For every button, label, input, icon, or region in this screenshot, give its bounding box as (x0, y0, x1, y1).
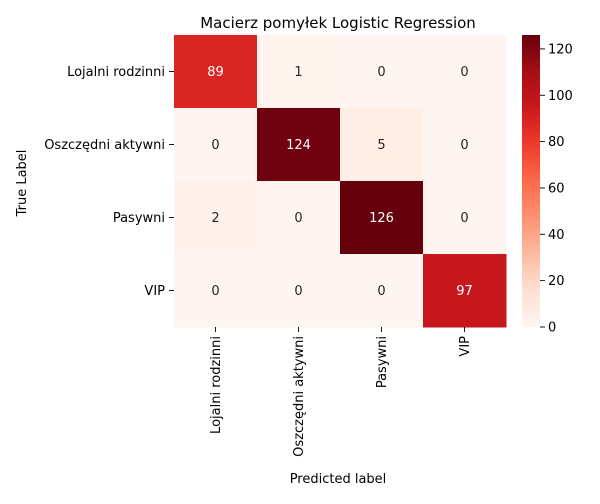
heatmap-cell (174, 35, 258, 109)
colorbar-tick-label: 20 (548, 274, 565, 289)
y-axis-ticks: Lojalni rodzinni Oszczędni aktywni Pasywni… (44, 65, 174, 299)
x-tick-label: VIP (458, 336, 473, 357)
y-tick-label: Oszczędni aktywni (44, 138, 165, 153)
x-axis-ticks: Lojalni rodzinni Oszczędni aktywni Pasywni… (209, 327, 473, 457)
y-tick-label: Lojalni rodzinni (67, 65, 165, 80)
colorbar-tick-label: 60 (548, 181, 565, 196)
cell-value-label: 0 (377, 284, 385, 299)
cell-value-label: 0 (294, 211, 302, 226)
heatmap-cell-labels: 89 1 0 0 0 124 5 0 2 0 126 0 0 0 0 97 (207, 65, 473, 299)
heatmap-cell (340, 35, 424, 109)
cell-value-label: 0 (377, 65, 385, 80)
x-axis-label: Predicted label (290, 472, 387, 487)
heatmap-cell (257, 181, 341, 255)
cell-value-label: 1 (294, 65, 302, 80)
heatmap-cell (423, 181, 507, 255)
x-tick-label: Lojalni rodzinni (209, 336, 224, 434)
cell-value-label: 0 (460, 211, 468, 226)
colorbar-tick-label: 80 (548, 135, 565, 150)
colorbar-tick-label: 100 (548, 89, 573, 104)
heatmap-cell (340, 108, 424, 182)
cell-value-label: 0 (211, 284, 219, 299)
colorbar-tick-label: 40 (548, 228, 565, 243)
colorbar-tick-label: 0 (548, 321, 556, 336)
y-tick-label: Pasywni (113, 211, 165, 226)
x-tick-label: Pasywni (375, 336, 390, 388)
heatmap-cell (174, 108, 258, 182)
heatmap-cell (423, 108, 507, 182)
cell-value-label: 0 (460, 65, 468, 80)
y-axis-label: True Label (15, 150, 30, 218)
heatmap-cell (174, 254, 258, 328)
cell-value-label: 0 (294, 284, 302, 299)
cell-value-label: 2 (211, 211, 219, 226)
heatmap-cell (340, 181, 424, 255)
heatmap-cell (340, 254, 424, 328)
heatmap-cell (257, 254, 341, 328)
cell-value-label: 0 (211, 138, 219, 153)
cell-value-label: 89 (207, 65, 224, 80)
y-tick-label: VIP (144, 284, 165, 299)
heatmap-cell (257, 35, 341, 109)
cell-value-label: 5 (377, 138, 385, 153)
colorbar-ticks: 0 20 40 60 80 100 120 (540, 42, 573, 336)
x-tick-label: Oszczędni aktywni (292, 336, 307, 457)
heatmap-cell (423, 254, 507, 328)
heatmap-cell (423, 35, 507, 109)
cell-value-label: 124 (286, 138, 311, 153)
cell-value-label: 0 (460, 138, 468, 153)
colorbar-tick-label: 120 (548, 42, 573, 57)
heatmap-cell (257, 108, 341, 182)
heatmap-cells (174, 35, 507, 328)
heatmap-cell (174, 181, 258, 255)
chart-title: Macierz pomyłek Logistic Regression (200, 14, 476, 32)
colorbar (522, 35, 540, 327)
cell-value-label: 97 (456, 284, 473, 299)
cell-value-label: 126 (369, 211, 394, 226)
